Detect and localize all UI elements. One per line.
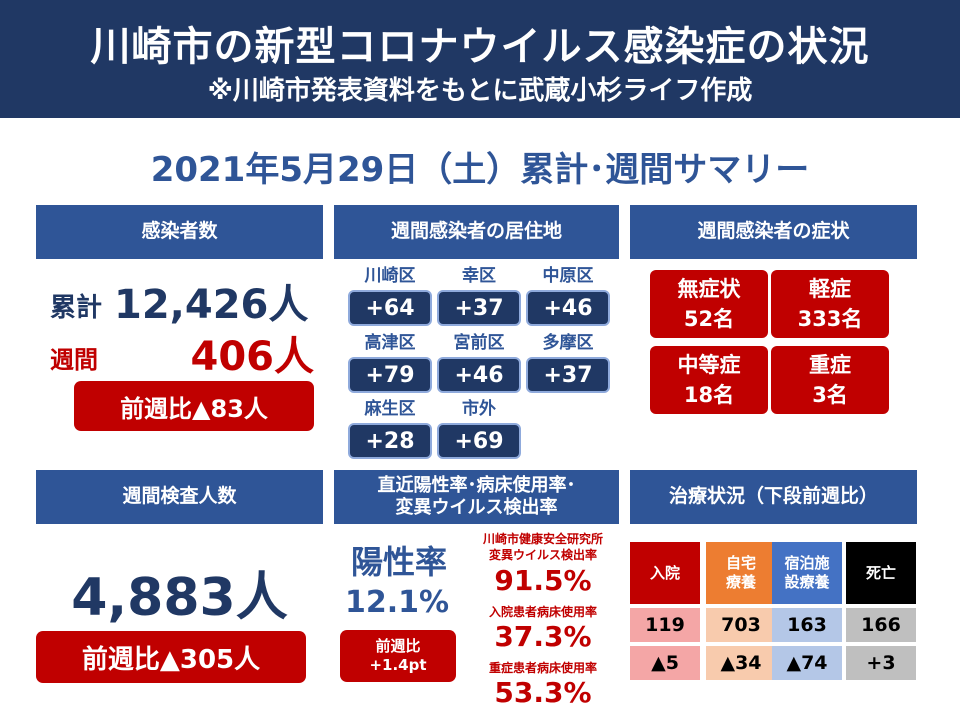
district-item: 幸区 +37 [437,264,521,326]
symptom-value: 52名 [683,307,735,331]
district-value: +46 [526,290,610,326]
inpatient-value: 37.3% [494,620,592,653]
positivity-wow-badge: 前週比 +1.4pt [340,630,456,682]
variant-label-line2: 変異ウイルス検出率 [488,548,597,562]
treatment-head-line1: 自宅 [725,554,756,572]
total-label: 累計 [50,293,103,323]
district-item: 高津区 +79 [348,331,432,393]
district-item: 中原区 +46 [526,264,610,326]
weekly-value: 406人 [190,334,315,380]
treatment-head-line1: 死亡 [865,563,896,582]
symptoms-heading: 週間感染者の症状 [630,205,917,259]
treatment-head-deaths: 死亡 [846,542,916,604]
variant-label: 川崎市健康安全研究所 変異ウイルス検出率 [458,531,628,563]
header-banner: 川崎市の新型コロナウイルス感染症の状況 ※川崎市発表資料をもとに武蔵小杉ライフ作… [0,0,960,118]
page-title: 川崎市の新型コロナウイルス感染症の状況 [90,24,870,70]
treatment-head-home-care: 自宅 療養 [706,542,776,604]
district-name: 川崎区 [364,266,416,286]
variant-value: 91.5% [494,564,592,597]
tests-wow-badge: 前週比▲305人 [36,631,306,683]
district-name: 麻生区 [364,399,416,419]
infections-wow-badge: 前週比▲83人 [74,381,314,431]
treatment-head-hotel-care: 宿泊施 設療養 [772,542,842,604]
rates-heading: 直近陽性率･病床使用率･ 変異ウイルス検出率 [334,470,619,524]
treatment-change: ▲34 [706,646,776,680]
treatment-value: 703 [706,608,776,642]
treatment-head-line2: 療養 [725,573,756,591]
treatment-head-line1: 入院 [649,563,680,582]
district-value: +79 [348,357,432,393]
district-name: 中原区 [542,266,594,286]
district-item: 多摩区 +37 [526,331,610,393]
treatment-change: ▲74 [772,646,842,680]
treatment-head-line1: 宿泊施 [784,554,830,572]
symptom-label: 軽症 [809,277,851,301]
district-value: +69 [437,423,521,459]
treatment-change: +3 [846,646,916,680]
district-value: +28 [348,423,432,459]
symptom-value: 3名 [812,383,848,407]
inpatient-label: 入院患者病床使用率 [488,605,597,619]
symptom-label: 重症 [809,353,851,377]
district-name: 幸区 [462,266,496,286]
infections-wow: 前週比▲83人 [120,394,268,423]
severe-value: 53.3% [494,676,592,709]
variant-label-line1: 川崎市健康安全研究所 [482,532,603,546]
symptom-card: 無症状 52名 [650,270,768,338]
district-name: 高津区 [364,333,416,353]
treatment-change: ▲5 [630,646,700,680]
treatment-head-line2: 設療養 [784,573,830,591]
district-value: +37 [437,290,521,326]
positivity-wow-line1: 前週比 [375,637,421,655]
residence-heading: 週間感染者の居住地 [334,205,619,259]
treatment-head-hospitalized: 入院 [630,542,700,604]
weekly-label: 週間 [50,346,98,374]
district-item: 宮前区 +46 [437,331,521,393]
page-subtitle: ※川崎市発表資料をもとに武蔵小杉ライフ作成 [207,76,753,106]
treatment-value: 166 [846,608,916,642]
positivity-value: 12.1% [344,585,450,620]
positivity-label: 陽性率 [350,543,447,581]
district-name: 市外 [462,399,496,419]
treatment-value: 119 [630,608,700,642]
symptom-card: 軽症 333名 [771,270,889,338]
district-item: 麻生区 +28 [348,397,432,459]
rates-heading-line2: 変異ウイルス検出率 [395,497,558,518]
positivity-wow-line2: +1.4pt [369,656,427,674]
infections-heading: 感染者数 [36,205,323,259]
symptom-label: 中等症 [677,353,741,377]
severe-label: 重症患者病床使用率 [488,661,597,675]
treatment-value: 163 [772,608,842,642]
treatment-heading: 治療状況（下段前週比） [630,470,917,524]
summary-title: 2021年5月29日（土）累計･週間サマリー [150,150,810,190]
district-name: 多摩区 [542,333,594,353]
total-value: 12,426人 [114,282,309,328]
district-item: 市外 +69 [437,397,521,459]
tests-heading: 週間検査人数 [36,470,323,524]
rates-heading-line1: 直近陽性率･病床使用率･ [377,474,576,496]
district-value: +46 [437,357,521,393]
tests-wow: 前週比▲305人 [81,644,261,675]
district-item: 川崎区 +64 [348,264,432,326]
district-value: +37 [526,357,610,393]
symptom-value: 333名 [797,307,863,331]
symptom-card: 重症 3名 [771,346,889,414]
symptom-value: 18名 [683,383,735,407]
district-value: +64 [348,290,432,326]
tests-value: 4,883人 [71,568,288,628]
symptom-card: 中等症 18名 [650,346,768,414]
district-name: 宮前区 [453,333,505,353]
symptom-label: 無症状 [677,277,741,301]
